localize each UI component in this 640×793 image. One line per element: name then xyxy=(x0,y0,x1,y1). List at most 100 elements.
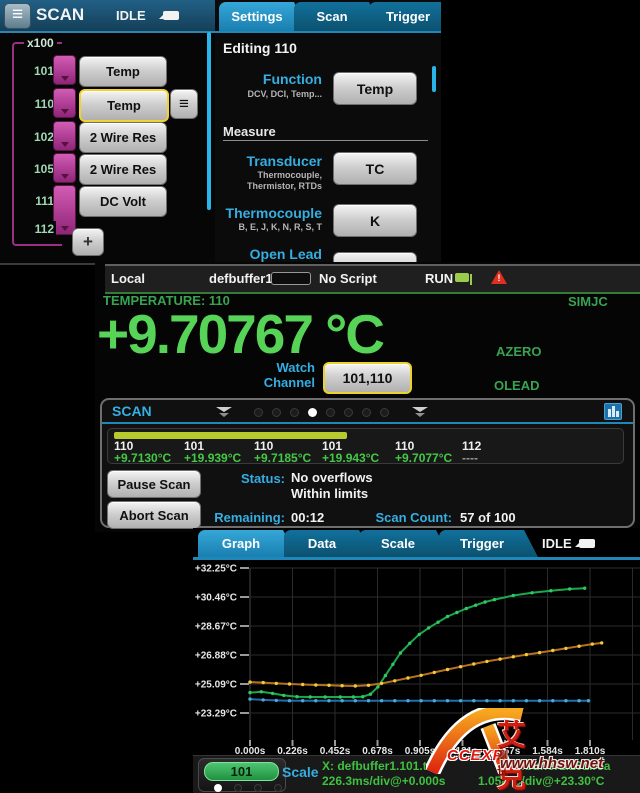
channel-menu-button[interactable]: ≡ xyxy=(170,89,198,119)
x-axis-info-line1: X: defbuffer1.101.tim xyxy=(322,759,441,773)
y-axis-info-line1: defbuffer1.101.rea xyxy=(507,759,611,773)
tab-graph[interactable]: Graph xyxy=(198,530,297,557)
function-sublabel: DCV, DCI, Temp... xyxy=(247,89,322,99)
watch-channel-label: Watch Channel xyxy=(215,360,315,390)
thermocouple-value-button[interactable]: K xyxy=(333,204,417,237)
svg-text:0.678s: 0.678s xyxy=(362,746,393,757)
series-temp-green xyxy=(249,587,586,698)
channel-drag-handle[interactable] xyxy=(53,185,76,235)
pager-dot xyxy=(274,784,282,792)
channel-function-button[interactable]: Temp xyxy=(79,56,167,87)
x-axis-info-line2: 226.3ms/div@+0.000s xyxy=(322,774,446,788)
svg-text:0.452s: 0.452s xyxy=(320,746,351,757)
system-status-bar: Local defbuffer1 No Script RUN ! xyxy=(105,264,640,294)
idle-flag-icon xyxy=(579,539,595,548)
y-axis-info-line2: 1.058°C/div@+23.30°C xyxy=(478,774,605,788)
scan-reading-channel: 101 xyxy=(322,439,343,453)
channel-function-button[interactable]: 2 Wire Res xyxy=(79,122,167,153)
editing-title: Editing 110 xyxy=(223,40,297,56)
pager-dot xyxy=(308,408,317,417)
abort-scan-button[interactable]: Abort Scan xyxy=(107,501,201,529)
pager-dot xyxy=(234,784,242,792)
remaining-value: 00:12 xyxy=(291,510,325,525)
collapse-chevron-icon[interactable] xyxy=(410,407,430,417)
measurement-panel: Local defbuffer1 No Script RUN ! TEMPERA… xyxy=(95,262,640,532)
pager-dot xyxy=(272,408,281,417)
open-lead-value-button[interactable] xyxy=(333,252,417,263)
tab-settings[interactable]: Settings xyxy=(219,2,308,31)
scan-count-value: 57 of 100 xyxy=(460,510,516,525)
svg-text:1.810s: 1.810s xyxy=(575,746,606,757)
comm-mode-label: Local xyxy=(111,271,145,286)
scan-readings-strip: 110 +9.7130°C 101 +19.939°C 110 +9.7185°C 101 +… xyxy=(107,428,624,465)
channel-id: 110 xyxy=(18,96,56,112)
scan-reading-value: +9.7185°C xyxy=(254,451,312,465)
channel-drag-handle[interactable] xyxy=(53,153,76,183)
tab-scan[interactable]: Scan xyxy=(294,2,383,31)
channel-badge[interactable]: 101 xyxy=(204,762,279,781)
watch-channel-button[interactable]: 101,110 xyxy=(323,362,412,394)
scan-count-label: Scan Count: xyxy=(375,510,452,525)
settings-scrollbar[interactable] xyxy=(432,66,436,92)
add-channel-button[interactable]: + xyxy=(72,228,104,256)
run-flag-icon xyxy=(455,273,472,285)
channel-id: 102 xyxy=(18,129,56,145)
section-divider xyxy=(223,140,428,141)
channel-id: 101 xyxy=(18,63,56,79)
pager-dot xyxy=(254,408,263,417)
tab-scale[interactable]: Scale xyxy=(359,530,450,557)
scan-progress-bar xyxy=(114,432,347,439)
pause-scan-button[interactable]: Pause Scan xyxy=(107,470,201,498)
trace-channel-module[interactable]: 101 xyxy=(198,758,286,792)
measure-section-title: Measure xyxy=(223,124,276,139)
open-lead-label: Open Lead xyxy=(249,246,322,262)
idle-flag-icon xyxy=(163,11,179,20)
temperature-chart[interactable]: +32.25°C +30.46°C +28.67°C +26.88°C +25.09°C… xyxy=(193,562,640,762)
scale-label[interactable]: Scale xyxy=(282,764,319,780)
scan-panel-header: ≡ SCAN IDLE xyxy=(0,0,215,33)
channel-id: 112 xyxy=(18,221,56,237)
channel-function-button[interactable]: 2 Wire Res xyxy=(79,154,167,185)
pager-dot xyxy=(326,408,335,417)
channel-drag-handle[interactable] xyxy=(53,55,76,85)
svg-text:+28.67°C: +28.67°C xyxy=(195,622,237,633)
tab-trigger[interactable]: Trigger xyxy=(439,530,538,557)
scan-reading-value: +19.939°C xyxy=(184,451,242,465)
channel-id: 111 xyxy=(18,193,56,209)
pager-dot xyxy=(254,784,262,792)
scan-reading-channel: 101 xyxy=(184,439,205,453)
pager-dot xyxy=(362,408,371,417)
buffer-label[interactable]: defbuffer1 xyxy=(209,271,273,286)
status-idle-label: IDLE xyxy=(116,8,146,23)
thermocouple-sublabel: B, E, J, K, N, R, S, T xyxy=(238,222,322,232)
scrollbar[interactable] xyxy=(207,32,211,210)
status-line-2: Within limits xyxy=(291,486,369,501)
pager-dot xyxy=(380,408,389,417)
svg-text:1.584s: 1.584s xyxy=(532,746,563,757)
warning-triangle-icon[interactable]: ! xyxy=(491,270,507,284)
svg-text:+30.46°C: +30.46°C xyxy=(195,593,237,604)
graph-shortcut-icon[interactable] xyxy=(604,403,622,420)
scan-reading-channel: 110 xyxy=(114,439,134,453)
graph-panel: Graph Data Scale Trigger IDLE +32.25°C +30.4… xyxy=(193,528,640,793)
channel-function-button[interactable]: Temp xyxy=(79,89,169,122)
channel-function-button[interactable]: DC Volt xyxy=(79,186,167,217)
menu-button[interactable]: ≡ xyxy=(4,3,31,29)
tab-trigger[interactable]: Trigger xyxy=(369,2,441,31)
channel-id: 105 xyxy=(18,161,56,177)
svg-text:0.905s: 0.905s xyxy=(405,746,436,757)
tab-data[interactable]: Data xyxy=(284,530,373,557)
pager-dot xyxy=(214,784,222,792)
function-value-button[interactable]: Temp xyxy=(333,72,417,105)
channel-drag-handle[interactable] xyxy=(53,121,76,151)
status-line-1: No overflows xyxy=(291,470,373,485)
transducer-value-button[interactable]: TC xyxy=(333,152,417,185)
series-temp-blue xyxy=(249,698,590,702)
main-reading: +9.70767 °C xyxy=(97,303,385,365)
scan-reading-channel: 112 xyxy=(462,439,482,453)
channel-drag-handle[interactable] xyxy=(53,88,76,118)
collapse-chevron-icon[interactable] xyxy=(214,407,234,417)
indicator-olead: OLEAD xyxy=(494,378,540,393)
transducer-sublabel: Thermocouple, Thermistor, RTDs xyxy=(246,170,322,191)
